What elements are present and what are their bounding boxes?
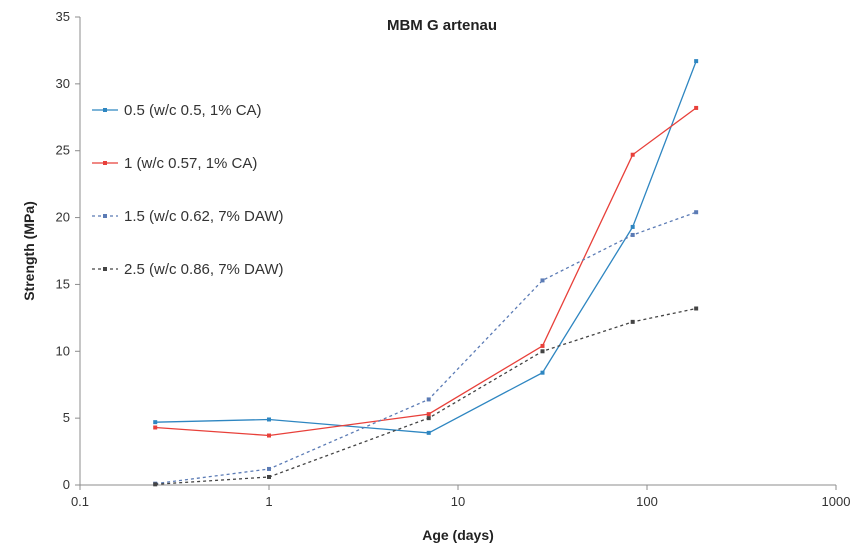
x-axis-ticks: 0.1 1 10 100 1000 [71, 485, 851, 509]
series-line-4 [155, 307, 697, 485]
data-point [694, 210, 699, 215]
data-point [630, 152, 635, 157]
x-tick-label: 1 [265, 494, 272, 509]
data-point [267, 417, 271, 422]
legend-label-1: 0.5 (w/c 0.5, 1% CA) [124, 102, 262, 119]
data-point [540, 278, 545, 283]
x-axis-title: Age (days) [422, 527, 494, 543]
data-point [630, 224, 635, 229]
data-point [540, 349, 545, 354]
y-axis-title: Strength (MPa) [21, 201, 37, 301]
series-line-1 [155, 60, 697, 434]
data-point [267, 466, 271, 471]
legend-label-2: 1 (w/c 0.57, 1% CA) [124, 155, 257, 172]
data-point [630, 232, 635, 237]
y-tick-label: 20 [56, 210, 70, 225]
x-tick-label: 1000 [822, 494, 851, 509]
data-point [267, 474, 271, 479]
series-layer [153, 59, 699, 487]
data-point [540, 343, 545, 348]
legend-marker [103, 267, 107, 271]
y-tick-label: 5 [63, 410, 70, 425]
y-axis-ticks: 0 5 10 15 20 25 30 35 [56, 9, 80, 492]
data-point [153, 482, 158, 487]
legend: 0.5 (w/c 0.5, 1% CA) 1 (w/c 0.57, 1% CA) 1… [92, 102, 284, 278]
legend-label-4: 2.5 (w/c 0.86, 7% DAW) [124, 261, 284, 278]
x-tick-label: 100 [636, 494, 658, 509]
data-point [694, 306, 699, 311]
data-point [540, 370, 545, 375]
y-tick-label: 15 [56, 276, 70, 291]
data-point [694, 105, 699, 110]
x-tick-label: 10 [451, 494, 465, 509]
y-tick-label: 25 [56, 143, 70, 158]
data-point [426, 397, 431, 402]
y-tick-label: 0 [63, 477, 70, 492]
data-point [694, 59, 699, 64]
series-line-3 [155, 211, 697, 485]
x-tick-label: 0.1 [71, 494, 89, 509]
legend-label-3: 1.5 (w/c 0.62, 7% DAW) [124, 208, 284, 225]
data-point [426, 416, 431, 421]
legend-marker [103, 108, 107, 112]
data-point [267, 433, 271, 438]
data-point [630, 319, 635, 324]
y-tick-label: 30 [56, 76, 70, 91]
data-point [153, 425, 158, 430]
data-point [426, 412, 431, 417]
legend-marker [103, 161, 107, 165]
series-line-2 [155, 107, 697, 437]
chart-title: MBM G artenau [387, 17, 497, 34]
legend-marker [103, 214, 107, 218]
y-tick-label: 35 [56, 9, 70, 24]
data-point [153, 420, 158, 425]
y-tick-label: 10 [56, 343, 70, 358]
data-point [426, 430, 431, 435]
